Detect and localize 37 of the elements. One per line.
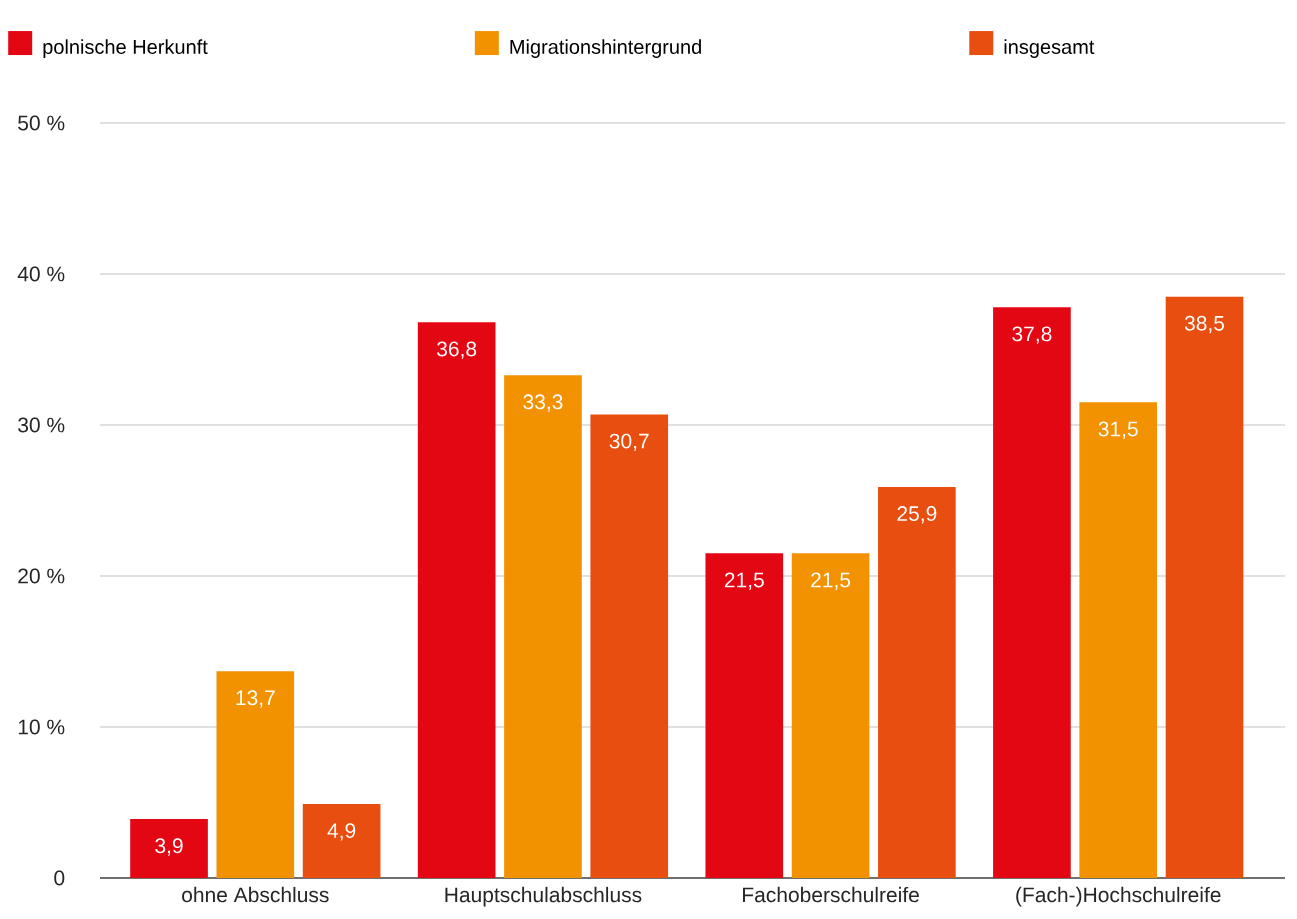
y-tick-label: 30 % <box>18 417 65 433</box>
bar <box>791 553 870 878</box>
bar <box>1079 402 1158 878</box>
bar <box>504 375 582 878</box>
data-label: 21,5 <box>724 572 764 590</box>
x-tick-label: ohne Abschluss <box>182 886 329 903</box>
y-tick-label: 0 <box>54 870 65 886</box>
data-label: 21,5 <box>811 572 851 590</box>
x-tick-label: Hauptschulabschluss <box>445 886 642 907</box>
bar <box>302 804 381 878</box>
legend-label: polnische Herkunft <box>43 39 208 58</box>
bar <box>993 307 1071 878</box>
data-label: 13,7 <box>236 690 275 708</box>
y-tick-label: 20 % <box>18 568 65 584</box>
x-tick-label: Fachoberschulreife <box>743 886 919 903</box>
legend-label: Migrationshintergrund <box>510 39 701 58</box>
bar <box>590 414 669 878</box>
bar <box>130 819 208 878</box>
data-label: 37,8 <box>1012 326 1052 344</box>
legend-label: insgesamt <box>1004 39 1095 58</box>
bar <box>705 553 784 878</box>
y-tick-label: 50 % <box>18 115 65 131</box>
data-label: 36,8 <box>437 341 477 359</box>
bar <box>216 671 295 878</box>
y-tick-label: 40 % <box>17 266 65 282</box>
bar <box>878 486 956 878</box>
y-tick-label: 10 % <box>18 719 65 735</box>
data-label: 38,5 <box>1184 315 1225 334</box>
data-label: 30,7 <box>609 433 649 451</box>
data-label: 3,9 <box>155 838 183 856</box>
bar <box>417 322 496 878</box>
data-label: 33,3 <box>523 394 563 412</box>
data-label: 31,5 <box>1098 421 1138 439</box>
x-tick-label: (Fach-)Hochschulreife <box>1016 886 1221 907</box>
bar <box>1165 296 1244 878</box>
data-label: 25,9 <box>897 506 937 524</box>
data-label: 4,9 <box>327 823 356 841</box>
